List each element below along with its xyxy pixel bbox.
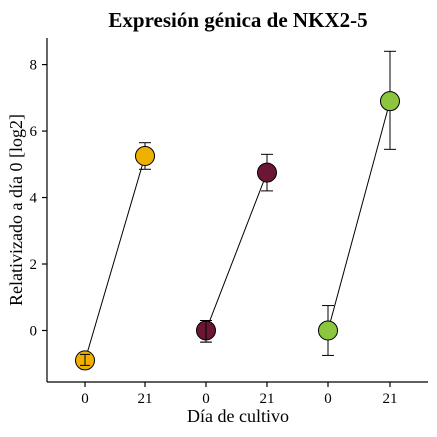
series-line <box>327 101 391 331</box>
data-point <box>135 145 155 166</box>
y-tick-label: 0 <box>30 323 38 339</box>
data-point <box>257 162 277 183</box>
data-point <box>380 91 400 112</box>
y-tick-label: 6 <box>30 124 38 140</box>
x-tick-label: 21 <box>138 391 153 407</box>
series-line <box>205 172 268 331</box>
x-tick-label: 0 <box>81 391 89 407</box>
x-tick-label: 0 <box>324 391 332 407</box>
x-axis-label: Día de cultivo <box>187 406 289 426</box>
y-tick-label: 4 <box>30 191 38 207</box>
x-tick-label: 0 <box>202 391 210 407</box>
x-axis-ticks: 0 21 0 21 0 21 <box>81 382 398 407</box>
chart-title: Expresión génica de NKX2-5 <box>108 8 367 32</box>
series-line <box>84 155 146 361</box>
plot-panel <box>46 38 428 383</box>
y-tick-label: 8 <box>30 58 38 74</box>
y-tick-label: 2 <box>30 257 38 273</box>
x-tick-label: 21 <box>260 391 275 407</box>
y-axis-ticks: 0 2 4 6 8 <box>30 58 47 339</box>
data-point <box>318 320 338 341</box>
x-tick-label: 21 <box>383 391 398 407</box>
y-axis-label: Relativizado a día 0 [log2] <box>6 114 26 306</box>
data-marks <box>75 50 400 371</box>
